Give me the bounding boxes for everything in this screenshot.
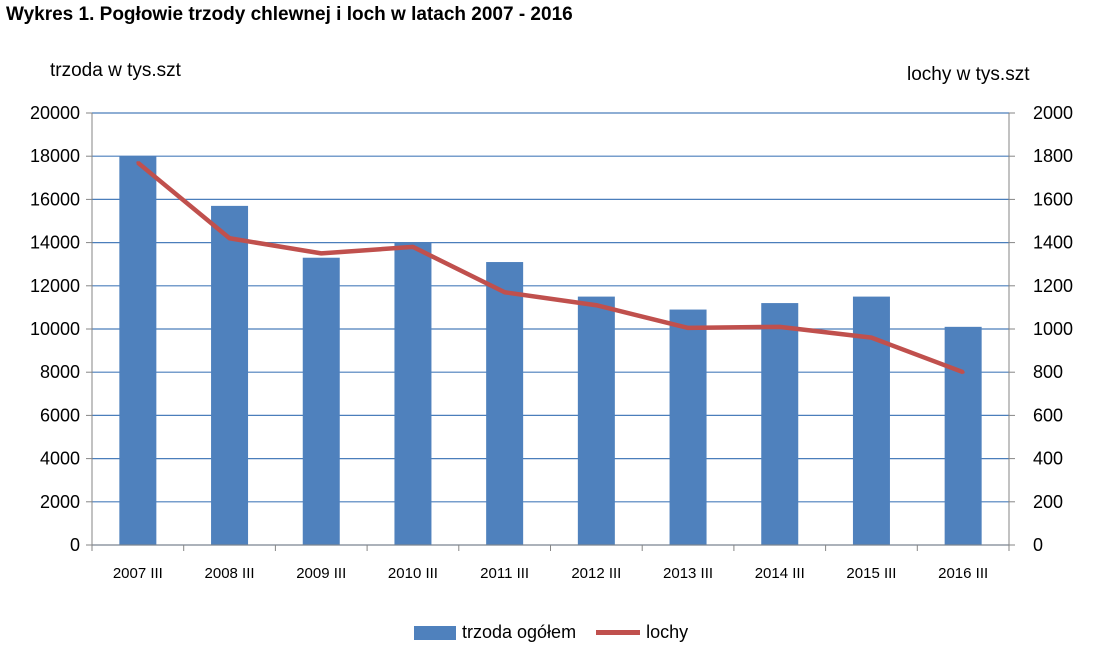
y-tick-label: 20000: [30, 103, 80, 123]
legend-line-label: lochy: [646, 622, 688, 643]
line-point: [228, 237, 231, 240]
bar: [303, 258, 340, 545]
y2-tick-label: 600: [1033, 405, 1063, 425]
line-point: [503, 291, 506, 294]
x-tick-label: 2014 III: [755, 565, 805, 582]
bar: [211, 206, 248, 545]
y-tick-label: 14000: [30, 233, 80, 253]
x-tick-label: 2013 III: [663, 565, 713, 582]
y-tick-label: 0: [70, 535, 80, 555]
y-tick-label: 10000: [30, 319, 80, 339]
y-tick-label: 8000: [40, 362, 80, 382]
chart-area: 0200040006000800010000120001400016000180…: [0, 0, 1095, 654]
x-tick-label: 2016 III: [938, 565, 988, 582]
y-tick-label: 2000: [40, 492, 80, 512]
y2-tick-label: 1200: [1033, 276, 1073, 296]
line-point: [962, 371, 965, 374]
y2-tick-label: 1000: [1033, 319, 1073, 339]
y-tick-label: 16000: [30, 189, 80, 209]
y-tick-label: 12000: [30, 276, 80, 296]
y2-tick-label: 2000: [1033, 103, 1073, 123]
x-tick-label: 2009 III: [296, 565, 346, 582]
line-point: [136, 161, 139, 164]
y-tick-label: 6000: [40, 405, 80, 425]
y2-tick-label: 1800: [1033, 146, 1073, 166]
line-point: [595, 304, 598, 307]
y2-tick-label: 200: [1033, 492, 1063, 512]
legend: trzoda ogółem lochy: [414, 622, 688, 643]
bar: [945, 327, 982, 545]
y2-tick-label: 0: [1033, 535, 1043, 555]
x-tick-label: 2010 III: [388, 565, 438, 582]
legend-bar-label: trzoda ogółem: [462, 622, 576, 643]
bar: [394, 243, 431, 545]
line-series-lochy: [138, 163, 963, 373]
x-tick-label: 2008 III: [205, 565, 255, 582]
x-tick-label: 2012 III: [571, 565, 621, 582]
y-tick-label: 18000: [30, 146, 80, 166]
y2-tick-label: 1600: [1033, 189, 1073, 209]
line-point: [687, 326, 690, 329]
y-tick-label: 4000: [40, 449, 80, 469]
line-point: [411, 245, 414, 248]
bar: [670, 310, 707, 545]
bar: [578, 297, 615, 545]
legend-bar-swatch: [414, 626, 456, 640]
y2-tick-label: 1400: [1033, 233, 1073, 253]
bar: [761, 303, 798, 545]
y2-tick-label: 400: [1033, 449, 1063, 469]
x-tick-label: 2007 III: [113, 565, 163, 582]
x-tick-label: 2011 III: [480, 565, 529, 582]
legend-line-swatch: [596, 630, 640, 635]
bar: [119, 156, 156, 545]
line-point: [778, 325, 781, 328]
bar: [486, 262, 523, 545]
line-point: [320, 252, 323, 255]
x-tick-label: 2015 III: [846, 565, 896, 582]
y2-tick-label: 800: [1033, 362, 1063, 382]
line-point: [870, 336, 873, 339]
